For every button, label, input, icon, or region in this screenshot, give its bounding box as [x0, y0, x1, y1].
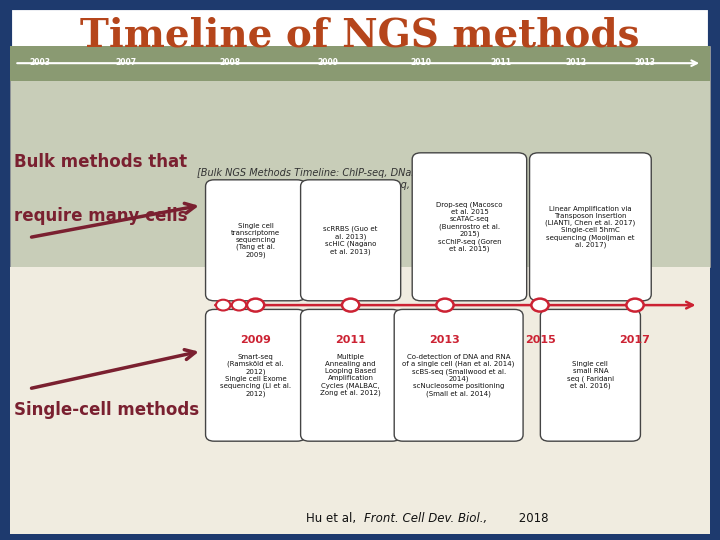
Text: Linear Amplification via
Transposon Insertion
(LIANTI, Chen et al. 2017)
Single-: Linear Amplification via Transposon Inse…: [545, 206, 636, 248]
Text: 2011: 2011: [336, 335, 366, 345]
Text: Bulk methods that: Bulk methods that: [14, 153, 187, 171]
FancyBboxPatch shape: [10, 46, 710, 267]
Text: Single cell
transcriptome
sequencing
(Tang et al.
2009): Single cell transcriptome sequencing (Ta…: [231, 223, 280, 258]
FancyBboxPatch shape: [206, 309, 305, 441]
Text: 2018: 2018: [515, 512, 549, 525]
FancyBboxPatch shape: [395, 309, 523, 441]
FancyBboxPatch shape: [412, 153, 527, 301]
Text: Co-detection of DNA and RNA
of a single cell (Han et al. 2014)
scBS-seq (Smallwo: Co-detection of DNA and RNA of a single …: [402, 354, 515, 397]
Circle shape: [232, 300, 246, 310]
Text: 2015: 2015: [525, 335, 555, 345]
Circle shape: [216, 300, 230, 310]
Text: 2008: 2008: [220, 58, 241, 66]
Text: Drop-seq (Macosco
et al. 2015
scATAC-seq
(Buenrostro et al.
2015)
scChIP-seq (Go: Drop-seq (Macosco et al. 2015 scATAC-seq…: [436, 201, 503, 252]
Circle shape: [342, 299, 359, 312]
Text: 2009: 2009: [317, 58, 338, 66]
Text: 2013: 2013: [430, 335, 460, 345]
Text: 2011: 2011: [490, 58, 511, 66]
Circle shape: [531, 299, 549, 312]
FancyBboxPatch shape: [4, 3, 716, 537]
Text: 2009: 2009: [240, 335, 271, 345]
Text: Front. Cell Dev. Biol.,: Front. Cell Dev. Biol.,: [364, 512, 487, 525]
Circle shape: [626, 299, 644, 312]
Text: Single cell
small RNA
seq ( Faridani
et al. 2016): Single cell small RNA seq ( Faridani et …: [567, 361, 614, 389]
Text: Timeline of NGS methods: Timeline of NGS methods: [80, 16, 640, 54]
FancyBboxPatch shape: [206, 180, 305, 301]
Circle shape: [436, 299, 454, 312]
Circle shape: [247, 299, 264, 312]
Text: 2012: 2012: [565, 58, 587, 66]
Text: Single-cell methods: Single-cell methods: [14, 401, 199, 420]
Text: Hu et al,: Hu et al,: [306, 512, 360, 525]
Text: 2010: 2010: [410, 58, 432, 66]
Text: scRRBS (Guo et
al. 2013)
scHiC (Nagano
et al. 2013): scRRBS (Guo et al. 2013) scHiC (Nagano e…: [323, 226, 378, 255]
FancyBboxPatch shape: [301, 309, 400, 441]
Text: 2003: 2003: [29, 58, 50, 66]
Text: Multiple
Annealing and
Looping Based
Amplification
Cycles (MALBAC,
Zong et al. 2: Multiple Annealing and Looping Based Amp…: [320, 354, 381, 396]
FancyBboxPatch shape: [10, 46, 710, 81]
FancyBboxPatch shape: [301, 180, 400, 301]
Text: Smart-seq
(Ramsköld et al.
2012)
Single cell Exome
sequencing (Li et al.
2012): Smart-seq (Ramsköld et al. 2012) Single …: [220, 354, 291, 397]
FancyBboxPatch shape: [10, 8, 710, 534]
FancyBboxPatch shape: [540, 309, 641, 441]
FancyBboxPatch shape: [529, 153, 651, 301]
FancyBboxPatch shape: [10, 267, 710, 534]
Text: [Bulk NGS Methods Timeline: ChIP-seq, DNase-seq, Hi-C, CHIA-PET,
FAIRE-seq, ChIP: [Bulk NGS Methods Timeline: ChIP-seq, DN…: [197, 168, 523, 190]
Text: require many cells: require many cells: [14, 207, 188, 225]
Text: 2017: 2017: [620, 335, 650, 345]
Text: 2007: 2007: [115, 58, 137, 66]
Text: 2013: 2013: [634, 58, 655, 66]
